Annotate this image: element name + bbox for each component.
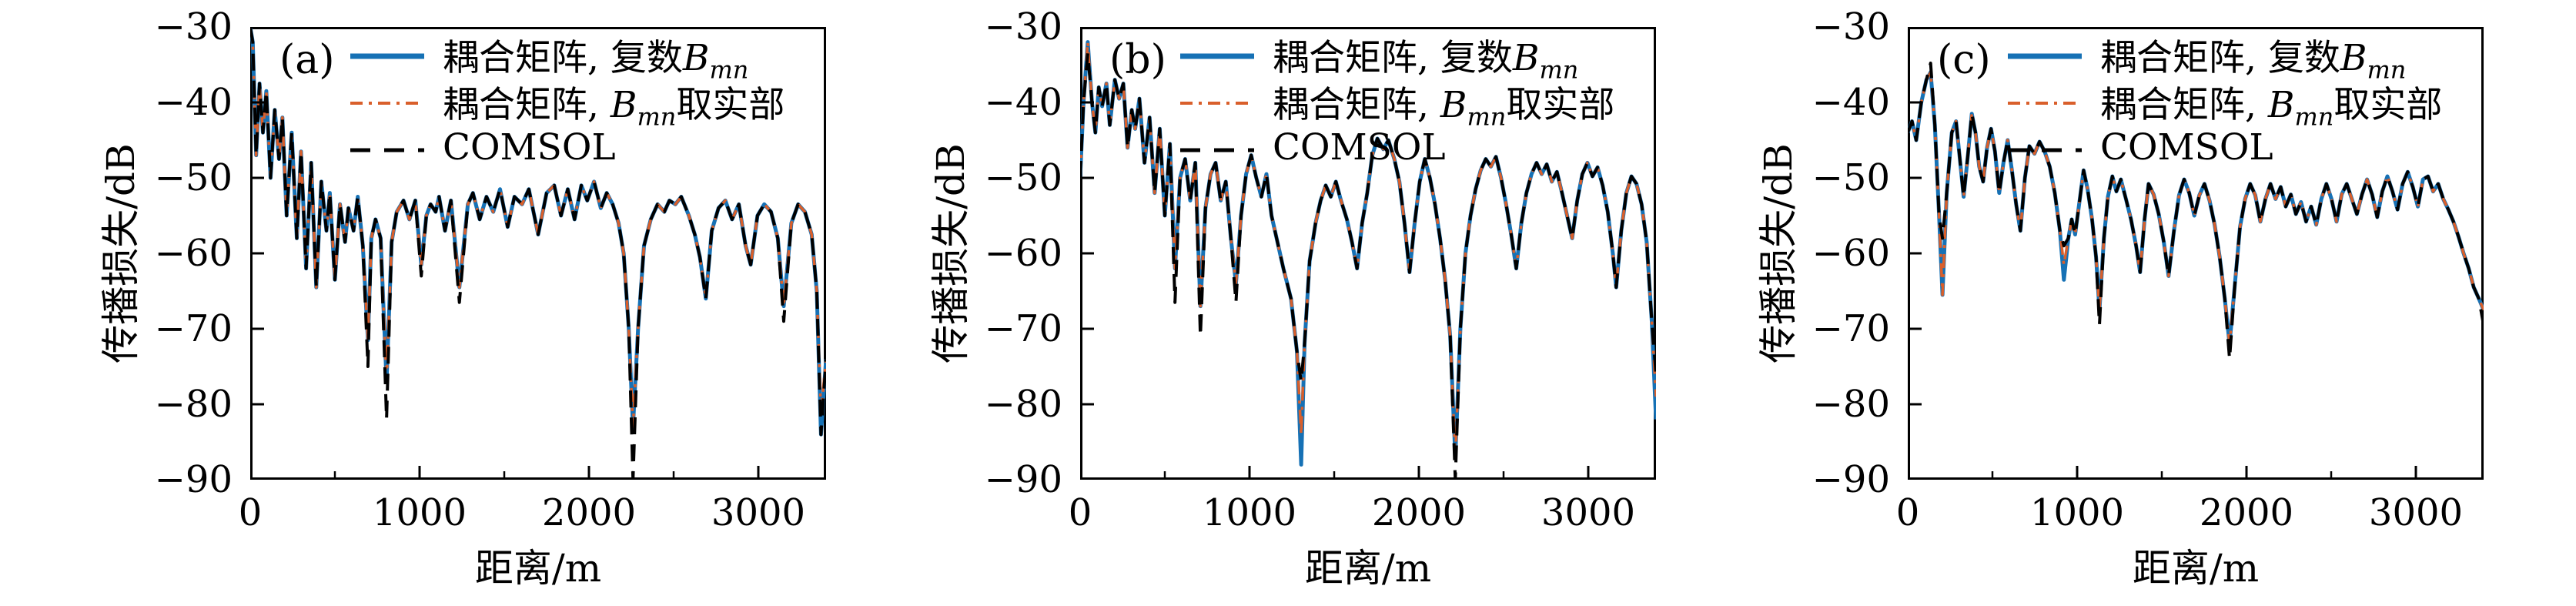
legend-label: COMSOL <box>1273 126 1446 169</box>
legend-row-comsol: COMSOL <box>2006 126 2442 173</box>
x-axis-label: 距离/m <box>1304 546 1432 591</box>
legend-c: 耦合矩阵, 复数Bmn 耦合矩阵, Bmn取实部 COMSOL <box>2006 32 2442 173</box>
x-tick-label: 2000 <box>1371 491 1467 534</box>
y-tick-label: −80 <box>154 383 233 426</box>
legend-line-dashdot-orange-icon <box>350 101 424 105</box>
legend-line-dashed-black-icon <box>2008 148 2082 152</box>
y-tick-label: −70 <box>984 307 1062 350</box>
panel-label-c: (c) <box>1937 37 1991 83</box>
y-tick-label: −80 <box>1812 383 1890 426</box>
y-tick-label: −60 <box>154 232 233 275</box>
y-tick-label: −90 <box>984 458 1062 501</box>
x-tick-label: 1000 <box>2029 491 2125 534</box>
legend-row-complex: 耦合矩阵, 复数Bmn <box>2006 32 2442 84</box>
y-tick-label: −50 <box>984 156 1062 199</box>
y-tick-label: −50 <box>154 156 233 199</box>
y-tick-label: −60 <box>1812 232 1890 275</box>
legend-line-dashdot-orange-icon <box>1180 101 1254 105</box>
legend-a: 耦合矩阵, 复数Bmn 耦合矩阵, Bmn取实部 COMSOL <box>349 32 785 173</box>
y-tick-label: −90 <box>1812 458 1890 501</box>
y-tick-label: −50 <box>1812 156 1890 199</box>
y-tick-label: −40 <box>1812 81 1890 124</box>
legend-label: 耦合矩阵, 复数Bmn <box>1273 36 1579 85</box>
panel-c: 传播损失/dB 距离/m (c) 耦合矩阵, 复数Bmn 耦合矩阵, Bmn取实… <box>1756 0 2576 606</box>
x-tick-label: 3000 <box>2368 491 2464 534</box>
y-tick-label: −70 <box>154 307 233 350</box>
legend-line-solid-blue-icon <box>1180 53 1254 59</box>
legend-label: COMSOL <box>443 126 616 169</box>
legend-label: 耦合矩阵, Bmn取实部 <box>1273 83 1615 132</box>
x-tick-label: 1000 <box>372 491 467 534</box>
legend-label: 耦合矩阵, Bmn取实部 <box>2100 83 2443 132</box>
series-comsol <box>250 27 826 480</box>
legend-label: 耦合矩阵, 复数Bmn <box>2100 36 2407 85</box>
legend-label: 耦合矩阵, 复数Bmn <box>443 36 749 85</box>
x-tick-label: 3000 <box>711 491 806 534</box>
legend-line-dashed-black-icon <box>1180 148 1254 152</box>
legend-label: COMSOL <box>2100 126 2273 169</box>
legend-row-complex: 耦合矩阵, 复数Bmn <box>1179 32 1614 84</box>
panel-c-plot-svg <box>1908 27 2484 480</box>
x-axis-label: 距离/m <box>474 546 602 591</box>
x-axis-label: 距离/m <box>2132 546 2260 591</box>
panel-label-b: (b) <box>1109 37 1166 83</box>
legend-row-comsol: COMSOL <box>349 126 785 173</box>
legend-line-dashed-black-icon <box>350 148 424 152</box>
y-tick-label: −30 <box>154 5 233 49</box>
y-tick-label: −80 <box>984 383 1062 426</box>
series-coupled-matrix-real-Bmn <box>1908 71 2484 346</box>
legend-row-comsol: COMSOL <box>1179 126 1614 173</box>
legend-row-real: 耦合矩阵, Bmn取实部 <box>2006 79 2442 131</box>
legend-line-dashdot-orange-icon <box>2008 101 2082 105</box>
y-tick-label: −90 <box>154 458 233 501</box>
y-tick-label: −40 <box>984 81 1062 124</box>
panel-b: 传播损失/dB 距离/m (b) 耦合矩阵, 复数Bmn 耦合矩阵, Bmn取实… <box>928 0 1773 606</box>
x-tick-label: 2000 <box>541 491 637 534</box>
legend-row-real: 耦合矩阵, Bmn取实部 <box>349 79 785 131</box>
panel-a-plot-svg <box>250 27 826 480</box>
x-tick-label: 0 <box>238 491 263 534</box>
legend-b: 耦合矩阵, 复数Bmn 耦合矩阵, Bmn取实部 COMSOL <box>1179 32 1614 173</box>
x-tick-label: 1000 <box>1202 491 1297 534</box>
legend-line-solid-blue-icon <box>350 53 424 59</box>
x-tick-label: 0 <box>1068 491 1092 534</box>
legend-line-solid-blue-icon <box>2008 53 2082 59</box>
series-comsol <box>1908 62 2484 361</box>
legend-label: 耦合矩阵, Bmn取实部 <box>443 83 785 132</box>
x-tick-label: 0 <box>1895 491 1920 534</box>
panel-label-a: (a) <box>279 37 335 83</box>
legend-row-real: 耦合矩阵, Bmn取实部 <box>1179 79 1614 131</box>
y-tick-label: −30 <box>984 5 1062 49</box>
x-tick-label: 3000 <box>1541 491 1636 534</box>
legend-row-complex: 耦合矩阵, 复数Bmn <box>349 32 785 84</box>
y-tick-label: −70 <box>1812 307 1890 350</box>
panel-b-plot-svg <box>1080 27 1656 480</box>
y-tick-label: −40 <box>154 81 233 124</box>
y-tick-label: −30 <box>1812 5 1890 49</box>
panel-a: 传播损失/dB 距离/m (a) 耦合矩阵, 复数Bmn 耦合矩阵, Bmn取实… <box>99 0 943 606</box>
series-comsol <box>1080 52 1656 480</box>
x-tick-label: 2000 <box>2199 491 2294 534</box>
y-tick-label: −60 <box>984 232 1062 275</box>
